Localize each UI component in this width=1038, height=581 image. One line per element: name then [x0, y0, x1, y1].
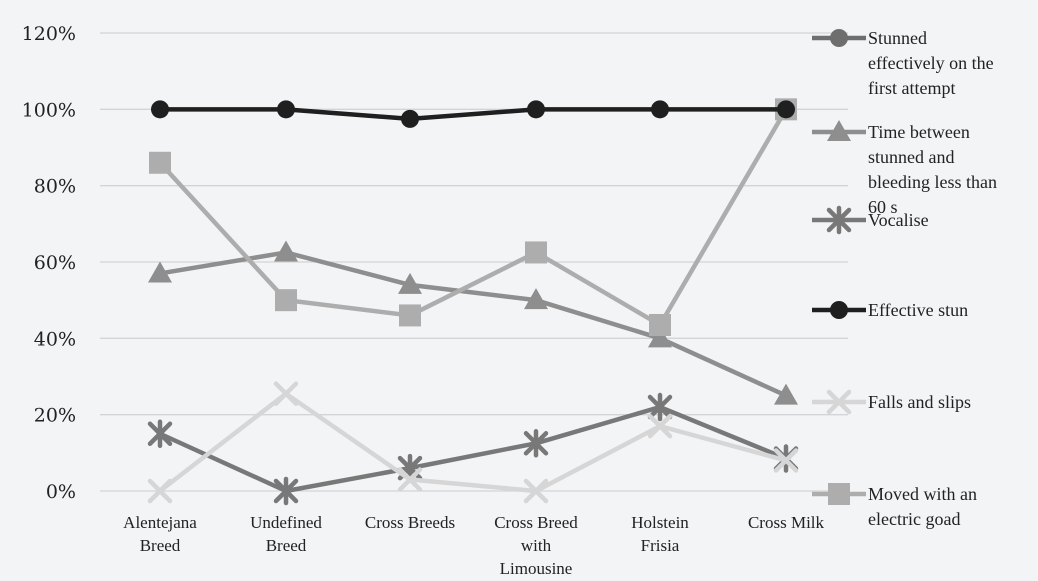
x-tick-label: Breed — [266, 536, 307, 555]
data-point — [523, 478, 549, 504]
x-tick-label: Cross Milk — [748, 513, 825, 532]
series-line — [158, 108, 788, 328]
series-line — [159, 250, 787, 398]
legend-marker — [828, 483, 850, 505]
data-point — [525, 241, 547, 264]
data-point — [274, 240, 298, 262]
legend-label: Falls and slips — [868, 392, 971, 412]
data-point — [647, 392, 673, 422]
legend-marker — [826, 205, 852, 235]
data-point — [147, 419, 173, 448]
x-tick-label: Frisia — [641, 536, 680, 555]
data-point — [777, 100, 795, 119]
data-point — [399, 304, 421, 327]
data-point — [147, 478, 173, 504]
data-point — [151, 100, 169, 119]
legend-label: stunned and — [868, 147, 954, 167]
legend-label: Moved with an — [868, 484, 977, 504]
legend-marker — [830, 29, 848, 47]
data-point — [273, 476, 299, 506]
data-point — [148, 261, 172, 283]
legend-label: first attempt — [868, 78, 955, 98]
x-tick-label: Limousine — [500, 559, 573, 578]
data-point — [397, 467, 423, 492]
data-point — [648, 326, 672, 348]
x-tick-label: with — [521, 536, 552, 555]
series-line — [159, 404, 787, 494]
data-point — [277, 100, 295, 119]
data-point — [398, 272, 422, 294]
legend-label: electric goad — [868, 509, 960, 529]
x-tick-label: Cross Breeds — [365, 513, 455, 532]
y-tick-label: 120% — [22, 23, 76, 45]
y-tick-label: 20% — [34, 405, 76, 427]
data-point — [524, 288, 548, 310]
y-tick-label: 40% — [34, 328, 76, 350]
data-point — [647, 413, 673, 439]
legend-label: effectively on the — [868, 53, 994, 73]
legend-marker — [827, 120, 851, 141]
legend-label: Vocalise — [868, 210, 929, 230]
data-point — [523, 429, 549, 458]
x-tick-label: Undefined — [250, 513, 322, 532]
x-tick-label: Breed — [140, 536, 181, 555]
x-tick-label: Cross Breed — [494, 513, 578, 532]
series-line — [158, 391, 787, 494]
legend-label: 60 s — [868, 197, 898, 217]
data-point — [527, 100, 545, 119]
data-point — [651, 100, 669, 119]
x-tick-label: Alentejana — [123, 513, 197, 532]
data-point — [401, 109, 419, 128]
legend-label: bleeding less than — [868, 172, 997, 192]
legend-label: Effective stun — [868, 300, 968, 320]
data-point — [275, 289, 297, 312]
series-line — [160, 107, 786, 122]
data-point — [273, 381, 299, 406]
legend-marker — [826, 389, 852, 415]
data-point — [773, 448, 799, 473]
y-tick-label: 0% — [46, 481, 76, 503]
data-point — [649, 313, 671, 336]
data-point — [774, 383, 798, 405]
legend-marker — [830, 301, 848, 319]
y-tick-label: 80% — [34, 176, 76, 198]
legend-label: Stunned — [868, 28, 927, 48]
data-point — [149, 151, 171, 174]
y-tick-label: 60% — [34, 252, 76, 274]
x-tick-label: Holstein — [631, 513, 689, 532]
legend-label: Time between — [868, 122, 970, 142]
y-tick-label: 100% — [22, 99, 76, 121]
